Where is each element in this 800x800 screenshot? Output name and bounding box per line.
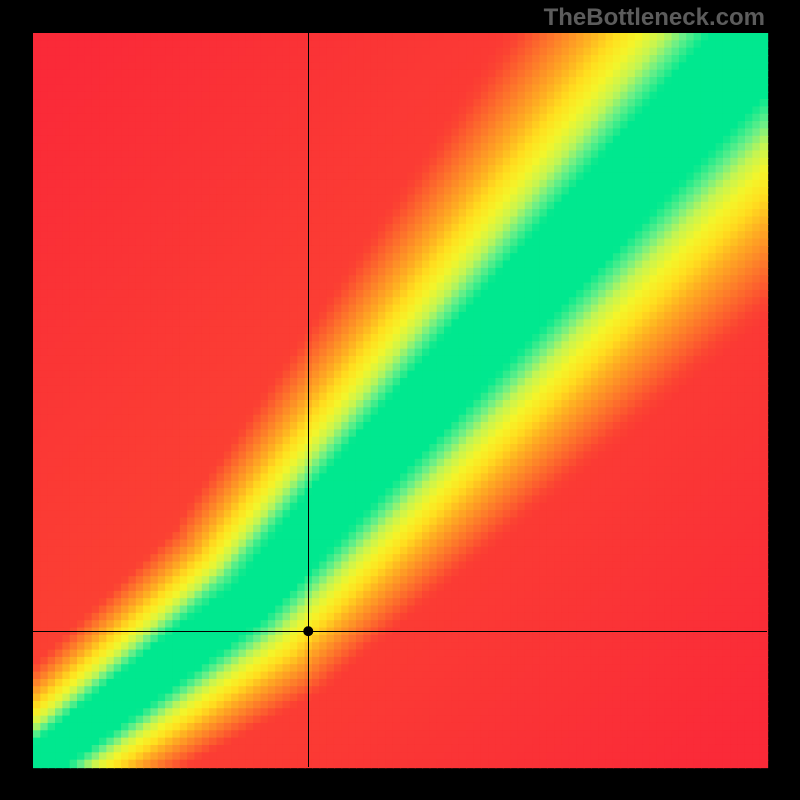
heatmap-canvas: [0, 0, 800, 800]
watermark-text: TheBottleneck.com: [544, 4, 765, 32]
chart-container: TheBottleneck.com: [0, 0, 800, 800]
